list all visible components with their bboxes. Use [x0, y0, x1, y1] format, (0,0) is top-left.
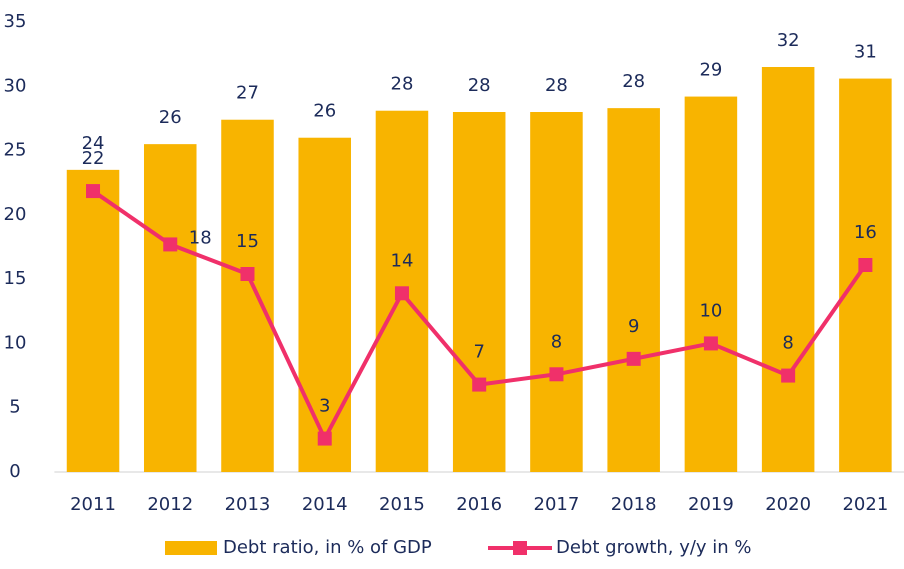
line-marker [240, 267, 255, 281]
bar-value-label: 26 [313, 101, 336, 122]
line-value-label: 10 [699, 300, 722, 321]
line-marker [703, 336, 718, 351]
legend-swatch [165, 541, 217, 555]
legend-label: Debt growth, y/y in % [556, 537, 752, 558]
bar-value-label: 28 [545, 75, 568, 96]
line-value-label: 9 [628, 316, 639, 337]
bar [684, 96, 738, 473]
bar-value-label: 32 [777, 30, 800, 51]
bar-value-label: 24 [82, 133, 105, 154]
x-tick-label: 2012 [147, 494, 193, 515]
x-tick-label: 2013 [225, 494, 271, 515]
bar-value-label: 31 [854, 42, 877, 63]
line-value-label: 15 [236, 231, 259, 252]
line-marker [163, 237, 178, 252]
bar [221, 119, 274, 472]
bar [607, 108, 660, 473]
line-marker [472, 377, 487, 392]
y-tick-label: 15 [4, 268, 27, 289]
line-value-label: 22 [82, 148, 105, 169]
bar-value-label: 28 [622, 71, 645, 92]
line-value-label: 3 [319, 396, 330, 417]
line-marker [858, 258, 873, 272]
y-tick-label: 20 [4, 204, 27, 225]
bar-value-label: 27 [236, 83, 259, 104]
x-tick-label: 2020 [765, 494, 811, 515]
y-tick-label: 10 [4, 332, 27, 353]
line-marker [626, 351, 641, 366]
x-tick-label: 2017 [534, 494, 580, 515]
line-value-label: 8 [551, 331, 562, 352]
line-value-label: 8 [782, 333, 793, 354]
bar [143, 144, 197, 472]
line-marker [781, 368, 796, 383]
bar [298, 137, 351, 472]
line-value-label: 14 [391, 250, 414, 271]
y-tick-label: 35 [4, 11, 27, 32]
legend-marker [513, 541, 527, 555]
y-tick-label: 0 [9, 461, 20, 482]
bar [761, 67, 815, 472]
y-tick-label: 25 [4, 140, 27, 161]
line-marker [317, 431, 332, 446]
y-tick-label: 30 [4, 75, 27, 96]
x-tick-label: 2015 [379, 494, 425, 515]
bar [839, 78, 892, 473]
line-marker [86, 184, 101, 199]
bar [452, 112, 506, 472]
bar [530, 112, 583, 472]
line-value-label: 16 [854, 222, 877, 243]
x-tick-label: 2014 [302, 494, 348, 515]
x-tick-label: 2019 [688, 494, 734, 515]
bar-value-label: 28 [391, 74, 414, 95]
y-tick-label: 5 [9, 397, 20, 418]
bar-value-label: 26 [159, 107, 182, 128]
line-value-label: 18 [189, 227, 212, 248]
line-marker [549, 367, 564, 382]
x-tick-label: 2011 [70, 494, 116, 515]
line-value-label: 7 [473, 342, 484, 363]
x-tick-label: 2021 [842, 494, 888, 515]
x-tick-label: 2016 [456, 494, 502, 515]
x-tick-label: 2018 [611, 494, 657, 515]
bar-value-label: 28 [468, 75, 491, 96]
legend-label: Debt ratio, in % of GDP [223, 537, 432, 558]
line-marker [394, 286, 409, 301]
bar-value-label: 29 [699, 60, 722, 81]
bar [66, 169, 120, 472]
